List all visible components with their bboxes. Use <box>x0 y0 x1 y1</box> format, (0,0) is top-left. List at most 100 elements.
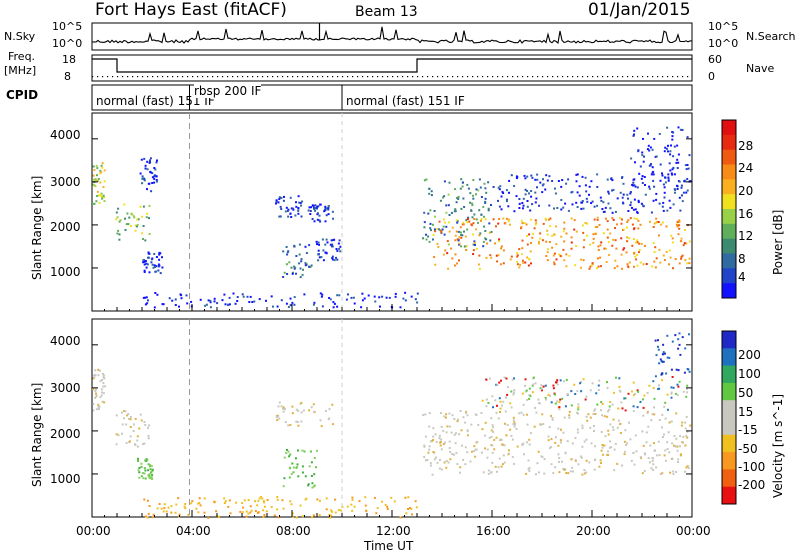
scatter-point <box>133 216 136 219</box>
scatter-point <box>585 471 588 474</box>
scatter-point <box>308 409 311 412</box>
scatter-point <box>361 292 364 295</box>
scatter-point <box>499 400 502 403</box>
scatter-point <box>509 428 512 431</box>
scatter-point <box>239 510 242 513</box>
scatter-point <box>290 266 293 269</box>
scatter-point <box>136 218 139 221</box>
power-cb-tick-12: 12 <box>738 229 754 243</box>
scatter-point <box>558 457 561 459</box>
scatter-point <box>635 217 638 220</box>
scatter-point <box>331 423 334 426</box>
scatter-point <box>485 405 488 408</box>
scatter-point <box>316 243 318 246</box>
scatter-point <box>137 469 140 472</box>
scatter-point <box>688 257 691 260</box>
scatter-point <box>438 458 441 461</box>
scatter-point <box>556 383 559 386</box>
scatter-point <box>596 267 599 270</box>
scatter-point <box>153 177 156 180</box>
scatter-point <box>676 224 678 227</box>
scatter-point <box>571 190 574 193</box>
scatter-point <box>667 431 670 434</box>
scatter-point <box>483 215 485 218</box>
scatter-point <box>631 223 634 226</box>
scatter-point <box>425 238 428 241</box>
scatter-point <box>641 472 644 475</box>
scatter-point <box>447 221 450 224</box>
scatter-point <box>329 298 332 301</box>
scatter-point <box>589 265 592 268</box>
scatter-point <box>450 211 453 214</box>
scatter-point <box>671 138 674 141</box>
scatter-point <box>617 419 620 422</box>
scatter-point <box>148 204 151 207</box>
scatter-point <box>314 207 317 209</box>
scatter-point <box>286 273 289 275</box>
scatter-point <box>555 225 558 228</box>
scatter-point <box>461 185 464 188</box>
scatter-point <box>661 413 664 416</box>
scatter-point <box>474 244 476 246</box>
scatter-point <box>461 234 464 237</box>
scatter-point <box>545 218 548 221</box>
scatter-point <box>596 186 599 188</box>
scatter-point <box>145 216 148 219</box>
power-cb-tick-16: 16 <box>738 207 754 221</box>
scatter-point <box>645 431 648 434</box>
scatter-point <box>445 211 448 214</box>
scatter-point <box>198 502 201 504</box>
scatter-point <box>428 425 431 428</box>
scatter-point <box>278 196 281 199</box>
scatter-point <box>143 179 146 182</box>
scatter-point <box>588 193 590 196</box>
scatter-point <box>443 461 446 464</box>
scatter-point <box>134 443 137 446</box>
scatter-point <box>347 293 349 296</box>
scatter-point <box>633 129 636 132</box>
scatter-point <box>500 195 503 198</box>
scatter-point <box>310 475 313 477</box>
scatter-point <box>536 173 539 176</box>
scatter-point <box>505 377 508 380</box>
scatter-point <box>664 352 666 355</box>
scatter-point <box>331 403 334 406</box>
scatter-point <box>653 260 656 263</box>
scatter-point <box>613 469 616 472</box>
scatter-point <box>596 226 599 228</box>
scatter-point <box>505 217 508 220</box>
scatter-point <box>275 202 277 205</box>
scatter-point <box>498 381 501 384</box>
scatter-point <box>580 456 583 459</box>
scatter-point <box>309 213 312 215</box>
scatter-point <box>432 427 435 430</box>
scatter-point <box>623 453 626 456</box>
scatter-point <box>676 449 679 452</box>
scatter-point <box>683 371 686 374</box>
scatter-point <box>510 390 513 393</box>
scatter-point <box>594 226 597 228</box>
scatter-point <box>154 292 157 294</box>
scatter-point <box>638 251 640 254</box>
scatter-point <box>316 218 319 221</box>
scatter-point <box>579 382 582 385</box>
scatter-point <box>460 429 463 432</box>
scatter-point <box>150 475 153 478</box>
scatter-point <box>570 217 573 220</box>
scatter-point <box>626 193 629 196</box>
scatter-point <box>547 435 550 438</box>
scatter-point <box>243 499 246 502</box>
scatter-point <box>484 421 487 424</box>
scatter-point <box>118 238 121 241</box>
scatter-point <box>146 516 149 519</box>
scatter-point <box>466 183 469 186</box>
scatter-point <box>637 227 640 230</box>
scatter-point <box>284 408 286 411</box>
velocity-colorbar-swatch <box>722 348 736 367</box>
scatter-point <box>611 426 614 429</box>
scatter-point <box>416 301 419 304</box>
scatter-point <box>478 234 481 237</box>
power-cb-tick-4: 4 <box>738 270 746 284</box>
scatter-point <box>550 463 553 466</box>
scatter-point <box>601 208 604 210</box>
